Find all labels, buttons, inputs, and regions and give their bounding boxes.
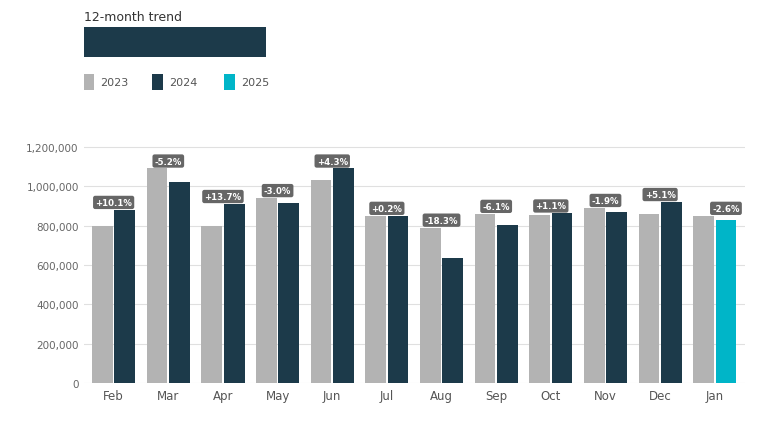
Bar — [92, 226, 112, 383]
Text: v: v — [249, 37, 255, 48]
Text: +1.1%: +1.1% — [535, 202, 566, 211]
Bar — [223, 204, 245, 383]
Bar — [552, 214, 572, 383]
Bar — [638, 214, 659, 383]
Bar — [388, 217, 408, 383]
Text: -3.0%: -3.0% — [264, 187, 291, 196]
Text: 2025: 2025 — [241, 78, 269, 88]
Bar — [333, 169, 354, 383]
Bar — [311, 181, 331, 383]
Bar — [584, 208, 605, 383]
Bar — [420, 228, 441, 383]
Bar — [201, 226, 222, 383]
Bar — [256, 199, 277, 383]
Text: +0.2%: +0.2% — [372, 204, 402, 213]
Text: 2024: 2024 — [169, 78, 197, 88]
Bar — [366, 216, 386, 383]
Text: -6.1%: -6.1% — [483, 202, 510, 211]
Text: -18.3%: -18.3% — [425, 216, 458, 225]
Bar — [693, 216, 714, 383]
Bar — [474, 214, 496, 383]
Bar — [716, 220, 736, 383]
Text: +13.7%: +13.7% — [204, 193, 242, 201]
Bar — [529, 215, 550, 383]
Bar — [442, 258, 463, 383]
Bar — [278, 204, 299, 383]
Text: EUROPEAN UNION: EUROPEAN UNION — [93, 37, 199, 48]
Bar — [606, 212, 627, 383]
Text: +5.1%: +5.1% — [644, 190, 676, 199]
Text: -1.9%: -1.9% — [592, 196, 619, 205]
Bar — [497, 225, 518, 383]
Text: -2.6%: -2.6% — [712, 204, 739, 213]
Bar — [115, 210, 135, 383]
Text: +10.1%: +10.1% — [95, 199, 132, 207]
Text: -5.2%: -5.2% — [154, 157, 182, 166]
Text: +4.3%: +4.3% — [317, 157, 348, 166]
Text: 12-month trend: 12-month trend — [84, 11, 182, 23]
Text: 2023: 2023 — [100, 78, 128, 88]
Bar — [169, 183, 190, 383]
Bar — [661, 202, 682, 383]
Bar — [147, 169, 167, 383]
